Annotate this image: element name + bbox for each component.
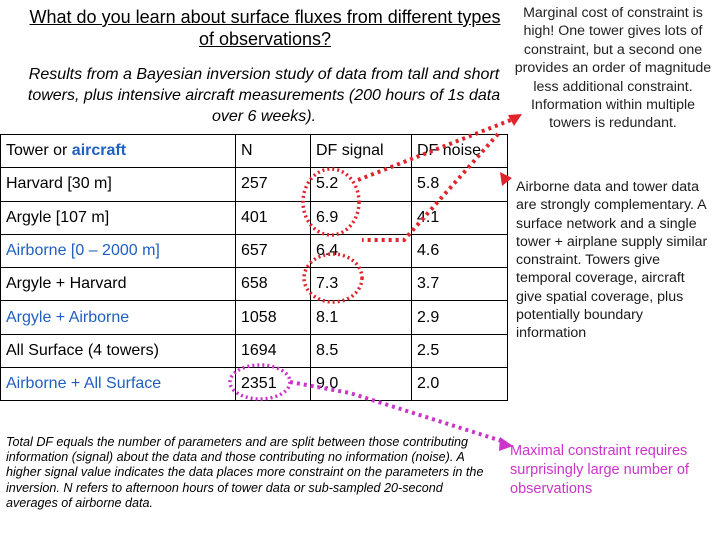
header-df-signal: DF signal bbox=[310, 133, 412, 169]
row-df-noise: 2.0 bbox=[411, 367, 508, 402]
row-df-signal: 8.5 bbox=[310, 333, 412, 369]
row-label: Airborne + All Surface bbox=[0, 367, 236, 402]
table-row: Argyle + Harvard 658 7.3 3.7 bbox=[0, 267, 508, 302]
footnote: Total DF equals the number of parameters… bbox=[6, 435, 484, 510]
header-df-noise: DF noise bbox=[411, 133, 508, 169]
table-row: All Surface (4 towers) 1694 8.5 2.5 bbox=[0, 333, 508, 369]
row-n: 257 bbox=[235, 167, 311, 202]
results-table: Tower or aircraft N DF signal DF noise H… bbox=[0, 133, 508, 402]
row-label: Argyle [107 m] bbox=[0, 200, 236, 235]
row-label: Argyle + Harvard bbox=[0, 267, 236, 302]
note-airborne-complementary: Airborne data and tower data are strongl… bbox=[516, 179, 708, 342]
row-df-noise: 4.1 bbox=[411, 200, 508, 235]
row-df-noise: 4.6 bbox=[411, 233, 508, 269]
table-row: Airborne [0 – 2000 m] 657 6.4 4.6 bbox=[0, 233, 508, 269]
row-n: 658 bbox=[235, 267, 311, 302]
row-label: Harvard [30 m] bbox=[0, 167, 236, 202]
row-df-signal: 5.2 bbox=[310, 167, 412, 202]
row-label: Argyle + Airborne bbox=[0, 300, 236, 335]
row-df-signal: 8.1 bbox=[310, 300, 412, 335]
row-label: Airborne [0 – 2000 m] bbox=[0, 233, 236, 269]
row-n: 2351 bbox=[235, 367, 311, 402]
header-aircraft: aircraft bbox=[71, 142, 127, 160]
table-header-row: Tower or aircraft N DF signal DF noise bbox=[0, 133, 508, 169]
table-row: Argyle + Airborne 1058 8.1 2.9 bbox=[0, 300, 508, 335]
table-row: Argyle [107 m] 401 6.9 4.1 bbox=[0, 200, 508, 235]
header-n: N bbox=[235, 133, 311, 169]
row-n: 1694 bbox=[235, 333, 311, 369]
row-label: All Surface (4 towers) bbox=[0, 333, 236, 369]
header-observation-type: Tower or aircraft bbox=[0, 133, 236, 169]
slide-subtitle: Results from a Bayesian inversion study … bbox=[27, 66, 501, 125]
row-df-noise: 3.7 bbox=[411, 267, 508, 302]
row-df-signal: 9.0 bbox=[310, 367, 412, 402]
row-df-noise: 2.5 bbox=[411, 333, 508, 369]
row-df-signal: 7.3 bbox=[310, 267, 412, 302]
row-df-signal: 6.4 bbox=[310, 233, 412, 269]
header-pre: Tower or bbox=[6, 142, 72, 160]
row-df-noise: 5.8 bbox=[411, 167, 508, 202]
row-n: 1058 bbox=[235, 300, 311, 335]
slide-title: What do you learn about surface fluxes f… bbox=[29, 7, 501, 49]
table-row: Harvard [30 m] 257 5.2 5.8 bbox=[0, 167, 508, 202]
row-n: 657 bbox=[235, 233, 311, 269]
note-marginal-cost: Marginal cost of constraint is high! One… bbox=[514, 5, 712, 132]
row-df-signal: 6.9 bbox=[310, 200, 412, 235]
row-df-noise: 2.9 bbox=[411, 300, 508, 335]
table-row: Airborne + All Surface 2351 9.0 2.0 bbox=[0, 367, 508, 402]
row-n: 401 bbox=[235, 200, 311, 235]
note-maximal-constraint: Maximal constraint requires surprisingly… bbox=[510, 443, 689, 497]
